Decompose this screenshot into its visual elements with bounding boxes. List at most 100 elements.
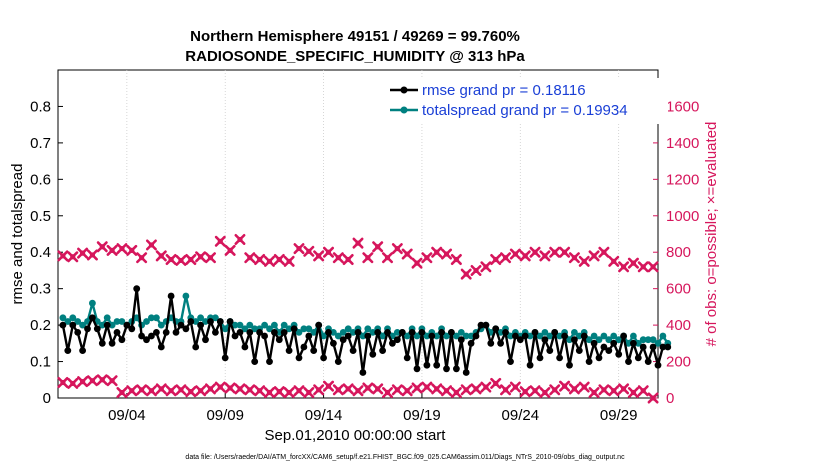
obs-evaluated-point-dot <box>581 384 587 390</box>
rmse-point <box>310 347 318 354</box>
spread-point <box>630 332 637 340</box>
rmse-point <box>561 332 568 340</box>
obs-possible-point-dot <box>512 251 518 257</box>
obs-possible-point <box>598 246 610 258</box>
obs-evaluated-point <box>263 387 275 399</box>
obs-evaluated-point <box>608 385 620 397</box>
obs-evaluated-point-dot <box>237 386 243 392</box>
rmse-point <box>354 329 362 336</box>
obs-possible-point-dot <box>99 244 105 250</box>
obs-possible-point-dot <box>198 254 204 260</box>
obs-evaluated-point <box>647 392 659 404</box>
obs-possible-point-dot <box>109 247 115 253</box>
rmse-point <box>448 329 455 336</box>
rmse-point <box>236 329 244 336</box>
obs-evaluated-point <box>224 382 236 394</box>
obs-possible-point <box>411 257 423 269</box>
obs-evaluated-point-dot <box>207 386 214 392</box>
obs-possible-point-dot <box>188 256 194 263</box>
obs-evaluated-point-dot <box>247 387 253 393</box>
rmse-point <box>600 343 608 351</box>
rmse-point <box>256 329 263 336</box>
rmse-point <box>339 336 347 344</box>
obs-possible-point <box>637 261 649 273</box>
obs-evaluated-point-dot <box>266 389 273 396</box>
obs-possible-point-dot <box>443 251 450 257</box>
obs-possible-point-dot <box>620 264 627 270</box>
rmse-point <box>334 358 342 365</box>
obs-possible-point-dot <box>650 264 656 270</box>
x-tick-label: 09/04 <box>108 407 146 424</box>
obs-possible-point-dot <box>257 256 263 263</box>
spread-point <box>202 318 209 325</box>
rmse-point <box>89 314 96 322</box>
obs-evaluated-point <box>86 375 98 387</box>
spread-point <box>334 332 342 340</box>
obs-evaluated-point-dot <box>571 386 577 392</box>
obs-possible-point <box>136 252 148 264</box>
rmse-point <box>69 321 77 329</box>
spread-point <box>639 336 647 344</box>
rmse-point <box>630 339 637 347</box>
obs-possible-point <box>204 252 216 264</box>
rmse-point <box>226 318 234 325</box>
rmse-point <box>639 343 647 351</box>
obs-evaluated-point <box>431 383 443 395</box>
obs-evaluated-point-dot <box>325 383 332 389</box>
rmse-point <box>295 354 303 362</box>
obs-possible-point <box>431 246 443 258</box>
obs-evaluated-point <box>637 385 649 397</box>
obs-possible-point <box>254 254 266 266</box>
rmse-point <box>546 347 554 354</box>
rmse-point <box>433 361 441 369</box>
obs-possible-point-dot <box>493 256 499 263</box>
obs-possible-point-dot <box>394 245 400 252</box>
rmse-point <box>369 350 377 358</box>
y-tick-label: 0.5 <box>30 208 51 225</box>
spread-point <box>64 318 72 325</box>
rmse-point <box>349 347 357 354</box>
spread-point <box>241 325 249 333</box>
spread-point <box>246 321 254 329</box>
obs-possible-point <box>352 237 364 249</box>
obs-evaluated-point <box>362 382 374 394</box>
y-right-tick-label: 1200 <box>666 171 699 188</box>
spread-point <box>143 318 150 325</box>
y-axis-label: rmse and totalspread <box>9 164 26 305</box>
rmse-point <box>197 321 205 329</box>
obs-possible-point <box>244 252 256 264</box>
rmse-point <box>153 329 160 336</box>
spread-point <box>118 318 126 325</box>
obs-evaluated-point <box>480 381 492 393</box>
y-axis-ticks: 0 0.1 0.2 0.3 0.4 0.5 0.6 0.7 0.8 <box>30 98 63 407</box>
obs-evaluated-point <box>559 380 571 392</box>
y-tick-label: 0.6 <box>30 171 51 188</box>
obs-evaluated-point <box>332 384 344 396</box>
rmse-point <box>344 332 352 340</box>
spread-point <box>600 332 608 340</box>
obs-evaluated-point <box>352 385 364 397</box>
rmse-point <box>512 332 519 340</box>
x-axis-label: Sep.01,2010 00:00:00 start <box>265 427 447 444</box>
legend-rmse-marker <box>400 86 408 94</box>
rmse-point <box>192 343 200 351</box>
obs-possible-point-dot <box>247 255 253 261</box>
obs-evaluated-point-dot <box>424 384 430 390</box>
spread-point <box>413 332 421 340</box>
obs-possible-point <box>145 239 157 251</box>
obs-evaluated-point-dot <box>434 386 440 392</box>
rmse-point <box>453 365 460 373</box>
obs-possible-point-dot <box>365 255 371 261</box>
obs-evaluated-point <box>136 384 148 396</box>
rmse-point <box>521 332 529 340</box>
rmse-point <box>285 347 293 354</box>
obs-possible-point <box>116 243 128 255</box>
rmse-point <box>595 354 603 362</box>
rmse-point <box>438 329 445 336</box>
y-right-tick-label: 800 <box>666 244 691 261</box>
obs-evaluated-point <box>322 380 334 392</box>
obs-evaluated-point <box>509 381 521 393</box>
gridlines <box>126 70 620 398</box>
rmse-point <box>575 347 583 354</box>
obs-possible-series <box>57 233 659 280</box>
